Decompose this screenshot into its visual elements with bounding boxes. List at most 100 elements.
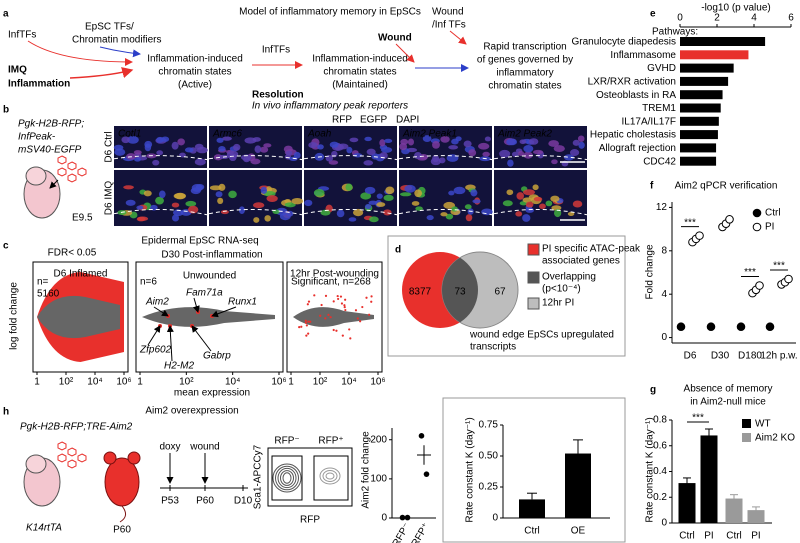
y-tick-label: 0.2 xyxy=(653,492,667,503)
panel-label: h xyxy=(3,407,9,418)
significant-gene xyxy=(336,294,339,298)
significant-gene xyxy=(339,295,343,298)
nucleus xyxy=(144,140,153,148)
legend-label: PI specific ATAC-peak xyxy=(542,244,641,255)
nucleus xyxy=(383,209,392,216)
arrow xyxy=(449,30,467,45)
label: of genes governed by xyxy=(477,55,573,66)
label: InfTFs xyxy=(262,45,290,56)
nucleus xyxy=(156,136,164,143)
y-tick-label: 0 xyxy=(661,518,667,529)
significant-gene xyxy=(307,332,310,335)
significant-gene xyxy=(329,316,332,319)
nucleus xyxy=(266,195,278,203)
nucleus xyxy=(171,141,179,150)
nucleus xyxy=(364,136,372,142)
nucleus xyxy=(156,150,164,156)
point xyxy=(725,215,734,224)
bar xyxy=(519,499,545,518)
arrow xyxy=(27,40,133,66)
label: Significant, n=268 xyxy=(291,277,371,288)
x-tick-label: D30 xyxy=(711,351,730,362)
point xyxy=(736,322,746,332)
nucleus xyxy=(499,149,511,158)
x-tick-label: D180 xyxy=(738,351,762,362)
y-tick-label: 0.50 xyxy=(479,451,499,462)
y-tick-label: 100 xyxy=(370,474,387,485)
embryo-head xyxy=(25,454,47,474)
nucleus xyxy=(465,214,473,222)
gene-label: H2-M2 xyxy=(164,361,194,372)
nucleus xyxy=(376,193,383,199)
gene-label: Zfp602 xyxy=(139,345,172,356)
label: /Inf TFs xyxy=(432,20,466,31)
significance: *** xyxy=(773,261,785,272)
nucleus xyxy=(194,158,206,166)
nucleus xyxy=(185,200,197,207)
category-label: CDC42 xyxy=(643,156,676,167)
nucleus xyxy=(243,156,251,163)
bar xyxy=(680,50,749,60)
nucleus xyxy=(432,154,440,163)
nucleus xyxy=(522,214,531,222)
significant-gene xyxy=(320,303,323,307)
legend-label: Ctrl xyxy=(765,208,781,219)
label: RFP⁺ xyxy=(318,436,343,447)
nucleus xyxy=(263,143,272,148)
point xyxy=(784,274,793,284)
label: n=6 xyxy=(140,277,157,288)
legend-label: Overlapping xyxy=(542,272,596,283)
nucleus xyxy=(422,135,432,143)
nucleus xyxy=(368,200,378,205)
virus xyxy=(67,173,77,183)
basement-membrane xyxy=(398,208,493,216)
nucleus xyxy=(506,189,514,196)
panel-label: e xyxy=(650,9,656,20)
label: K14rtTA xyxy=(26,523,62,534)
timeline-label: P60 xyxy=(196,496,214,507)
label: D30 Post-inflammation xyxy=(161,250,262,261)
column-label: Aim2 Peak1 xyxy=(402,129,457,140)
micrograph xyxy=(399,126,492,168)
row-label: D6 Ctrl xyxy=(104,131,115,162)
point xyxy=(706,322,716,332)
significance: *** xyxy=(692,413,704,424)
nucleus xyxy=(379,139,386,147)
x-tick-label: 10⁶ xyxy=(370,377,385,388)
category-label: Hepatic cholestasis xyxy=(590,130,676,141)
panel-title: Aim2 qPCR verification xyxy=(675,181,778,192)
legend-label: wound edge EpSCs upregulated xyxy=(469,330,614,341)
gene-arrow xyxy=(211,306,237,318)
nucleus xyxy=(464,204,472,210)
x-tick-label: 6 xyxy=(788,13,794,24)
bar xyxy=(680,90,723,100)
gene-cloud xyxy=(142,307,275,327)
gene-arrow xyxy=(192,297,200,313)
legend-marker xyxy=(752,222,762,232)
row-label: D6 IMQ xyxy=(104,181,115,216)
nucleus xyxy=(451,138,459,145)
gene-cloud xyxy=(293,307,374,327)
significant-gene xyxy=(343,306,346,309)
legend-swatch xyxy=(742,433,751,442)
x-tick-label: RFP⁺ xyxy=(410,521,432,543)
nucleus xyxy=(313,189,325,197)
nucleus xyxy=(233,143,241,151)
point xyxy=(695,231,704,240)
venn-count: 8377 xyxy=(409,287,432,298)
category-label: GVHD xyxy=(647,63,676,74)
point xyxy=(676,322,686,332)
label: chromatin states xyxy=(488,81,561,92)
basement-membrane xyxy=(303,208,398,216)
significant-gene xyxy=(361,305,364,309)
gene-label: Gabrp xyxy=(203,351,231,362)
nucleus xyxy=(404,184,416,193)
significant-gene xyxy=(370,300,373,303)
nucleus xyxy=(252,137,261,142)
label: InfTFs xyxy=(8,30,36,41)
nucleus xyxy=(533,196,543,202)
nucleus xyxy=(238,206,245,214)
virus xyxy=(57,155,67,165)
y-tick-label: 12 xyxy=(656,202,668,213)
legend-label: Aim2 KO xyxy=(755,433,795,444)
